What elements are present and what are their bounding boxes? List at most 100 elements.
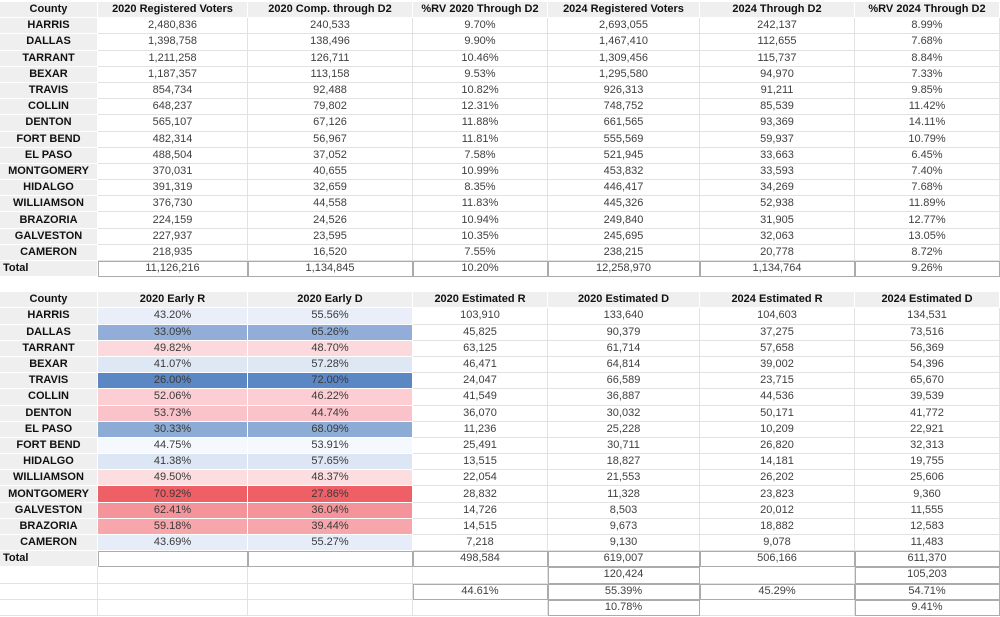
estimated-cell[interactable]: 23,823	[700, 486, 855, 503]
early-r-cell[interactable]: 53.73%	[98, 405, 248, 422]
value-cell[interactable]: 854,734	[98, 82, 248, 100]
value-cell[interactable]: 40,655	[248, 163, 413, 181]
summary-value-cell[interactable]: 105,203	[855, 567, 1000, 584]
value-cell[interactable]: 11.88%	[413, 115, 548, 132]
value-cell[interactable]: 482,314	[98, 131, 248, 148]
value-cell[interactable]: 34,269	[700, 180, 855, 197]
estimated-cell[interactable]: 18,827	[548, 454, 700, 471]
value-cell[interactable]: 138,496	[248, 34, 413, 51]
total-value-cell[interactable]	[98, 551, 248, 568]
early-d-cell[interactable]: 57.65%	[248, 454, 413, 471]
total-value-cell[interactable]: 498,584	[413, 551, 548, 568]
value-cell[interactable]: 218,935	[98, 244, 248, 261]
value-cell[interactable]: 85,539	[700, 99, 855, 116]
county-cell[interactable]: FORT BEND	[0, 131, 98, 148]
total-label[interactable]: Total	[0, 261, 98, 278]
header-cell[interactable]: %RV 2020 Through D2	[413, 2, 548, 19]
value-cell[interactable]: 242,137	[700, 18, 855, 35]
estimated-cell[interactable]: 13,515	[413, 454, 548, 471]
empty-cell[interactable]	[98, 599, 248, 616]
estimated-cell[interactable]: 41,549	[413, 389, 548, 406]
value-cell[interactable]: 93,369	[700, 115, 855, 132]
early-d-cell[interactable]: 57.28%	[248, 356, 413, 374]
empty-cell[interactable]	[248, 599, 413, 616]
county-cell[interactable]: CAMERON	[0, 535, 98, 552]
value-cell[interactable]: 9.53%	[413, 66, 548, 83]
early-r-cell[interactable]: 59.18%	[98, 518, 248, 535]
empty-cell[interactable]	[98, 583, 248, 600]
value-cell[interactable]: 1,187,357	[98, 66, 248, 83]
county-column-header[interactable]: County	[0, 292, 98, 309]
early-r-cell[interactable]: 33.09%	[98, 324, 248, 341]
estimated-cell[interactable]: 26,820	[700, 437, 855, 455]
value-cell[interactable]: 238,215	[548, 244, 700, 261]
value-cell[interactable]: 33,593	[700, 163, 855, 181]
value-cell[interactable]: 33,663	[700, 147, 855, 164]
county-cell[interactable]: TRAVIS	[0, 82, 98, 100]
value-cell[interactable]: 56,967	[248, 131, 413, 148]
value-cell[interactable]: 245,695	[548, 228, 700, 245]
value-cell[interactable]: 7.58%	[413, 147, 548, 164]
estimated-cell[interactable]: 19,755	[855, 454, 1000, 471]
estimated-cell[interactable]: 9,360	[855, 486, 1000, 503]
estimated-cell[interactable]: 50,171	[700, 405, 855, 422]
value-cell[interactable]: 661,565	[548, 115, 700, 132]
value-cell[interactable]: 370,031	[98, 163, 248, 181]
value-cell[interactable]: 10.35%	[413, 228, 548, 245]
header-cell[interactable]: 2024 Estimated R	[700, 292, 855, 309]
value-cell[interactable]: 565,107	[98, 115, 248, 132]
county-cell[interactable]: COLLIN	[0, 99, 98, 116]
value-cell[interactable]: 16,520	[248, 244, 413, 261]
total-value-cell[interactable]: 12,258,970	[548, 261, 700, 278]
early-r-cell[interactable]: 43.20%	[98, 308, 248, 325]
value-cell[interactable]: 2,693,055	[548, 18, 700, 35]
estimated-cell[interactable]: 9,673	[548, 518, 700, 535]
empty-cell[interactable]	[248, 567, 413, 584]
estimated-cell[interactable]: 63,125	[413, 340, 548, 357]
value-cell[interactable]: 10.99%	[413, 163, 548, 181]
value-cell[interactable]: 10.82%	[413, 82, 548, 100]
value-cell[interactable]: 112,655	[700, 34, 855, 51]
value-cell[interactable]: 249,840	[548, 212, 700, 229]
county-column-header[interactable]: County	[0, 2, 98, 19]
estimated-cell[interactable]: 22,921	[855, 421, 1000, 438]
value-cell[interactable]: 2,480,836	[98, 18, 248, 35]
estimated-cell[interactable]: 44,536	[700, 389, 855, 406]
estimated-cell[interactable]: 12,583	[855, 518, 1000, 535]
early-d-cell[interactable]: 53.91%	[248, 437, 413, 455]
early-r-cell[interactable]: 41.38%	[98, 454, 248, 471]
early-d-cell[interactable]: 55.56%	[248, 308, 413, 325]
total-value-cell[interactable]: 611,370	[855, 551, 1000, 568]
value-cell[interactable]: 12.31%	[413, 99, 548, 116]
estimated-cell[interactable]: 28,832	[413, 486, 548, 503]
value-cell[interactable]: 44,558	[248, 196, 413, 213]
value-cell[interactable]: 113,158	[248, 66, 413, 83]
value-cell[interactable]: 8.35%	[413, 180, 548, 197]
estimated-cell[interactable]: 7,218	[413, 535, 548, 552]
estimated-cell[interactable]: 133,640	[548, 308, 700, 325]
early-r-cell[interactable]: 30.33%	[98, 421, 248, 438]
value-cell[interactable]: 926,313	[548, 82, 700, 100]
value-cell[interactable]: 555,569	[548, 131, 700, 148]
value-cell[interactable]: 11.42%	[855, 99, 1000, 116]
county-cell[interactable]: HIDALGO	[0, 454, 98, 471]
value-cell[interactable]: 1,295,580	[548, 66, 700, 83]
county-cell[interactable]: TARRANT	[0, 50, 98, 67]
county-cell[interactable]: HARRIS	[0, 308, 98, 325]
county-cell[interactable]: BEXAR	[0, 356, 98, 374]
value-cell[interactable]: 10.94%	[413, 212, 548, 229]
estimated-cell[interactable]: 103,910	[413, 308, 548, 325]
estimated-cell[interactable]: 11,483	[855, 535, 1000, 552]
total-value-cell[interactable]: 9.26%	[855, 261, 1000, 278]
estimated-cell[interactable]: 56,369	[855, 340, 1000, 357]
county-cell[interactable]: DENTON	[0, 115, 98, 132]
estimated-cell[interactable]: 65,670	[855, 373, 1000, 390]
estimated-cell[interactable]: 73,516	[855, 324, 1000, 341]
header-cell[interactable]: 2024 Registered Voters	[548, 2, 700, 19]
estimated-cell[interactable]: 45,825	[413, 324, 548, 341]
value-cell[interactable]: 10.46%	[413, 50, 548, 67]
early-d-cell[interactable]: 65.26%	[248, 324, 413, 341]
estimated-cell[interactable]: 66,589	[548, 373, 700, 390]
value-cell[interactable]: 92,488	[248, 82, 413, 100]
county-cell[interactable]: DALLAS	[0, 34, 98, 51]
